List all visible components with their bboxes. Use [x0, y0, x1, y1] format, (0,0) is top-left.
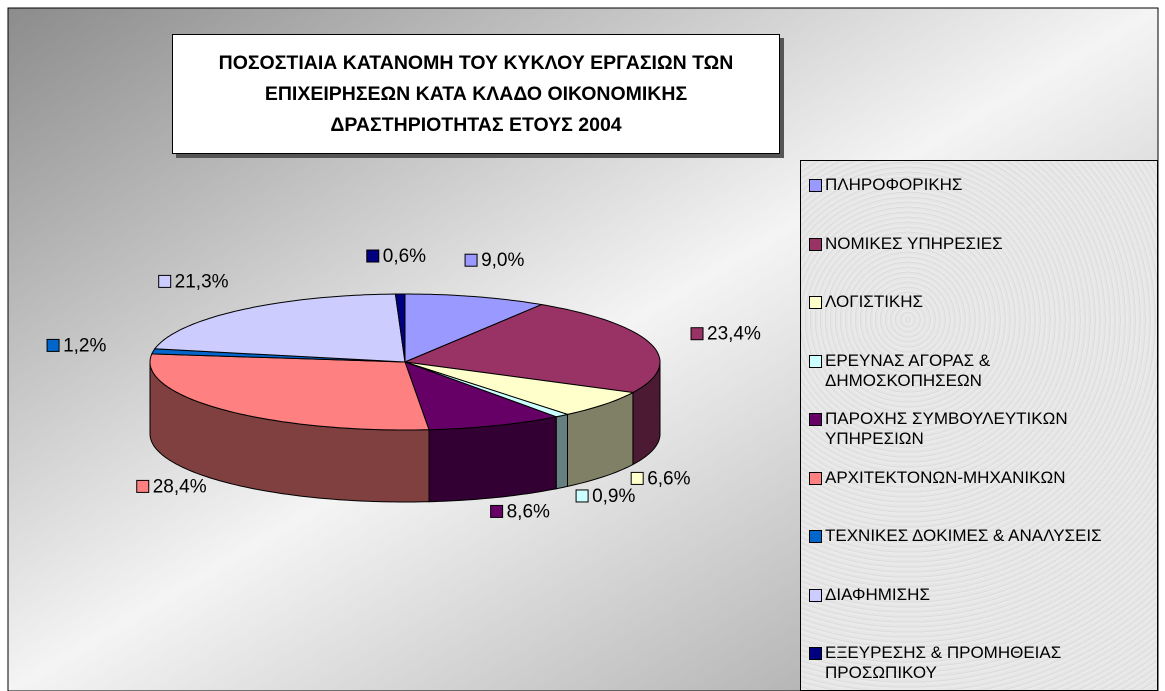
- legend-label: ΕΞΕΥΡΕΣΗΣ & ΠΡΟΜΗΘΕΙΑΣ ΠΡΟΣΩΠΙΚΟΥ: [825, 643, 1062, 682]
- pie-slice: [149, 353, 430, 431]
- pie-slice: [394, 293, 406, 363]
- data-label: 21,3%: [175, 271, 229, 292]
- legend-label: ΕΡΕΥΝΑΣ ΑΓΟΡΑΣ & ΔΗΜΟΣΚΟΠΗΣΕΩΝ: [825, 350, 991, 390]
- data-label: 23,4%: [707, 324, 761, 345]
- legend-label: ΛΟΓΙΣΤΙΚΗΣ: [825, 292, 924, 311]
- label-swatch: [46, 338, 60, 352]
- label-swatch: [464, 253, 478, 267]
- legend-label: ΠΑΡΟΧΗΣ ΣΥΜΒΟΥΛΕΥΤΙΚΩΝ ΥΠΗΡΕΣΙΩΝ: [825, 409, 1068, 448]
- data-label: 6,6%: [647, 468, 690, 489]
- label-swatch: [158, 274, 172, 288]
- legend-swatch: [809, 471, 822, 485]
- pie-slice: [153, 293, 406, 363]
- label-swatch: [690, 327, 704, 341]
- legend-swatch: [809, 588, 822, 602]
- label-swatch: [136, 479, 150, 493]
- legend-swatch: [809, 413, 822, 426]
- data-label: 9,0%: [481, 250, 524, 271]
- label-swatch: [490, 504, 504, 518]
- pie-slice: [404, 293, 544, 363]
- legend-swatch: [809, 354, 822, 368]
- label-swatch: [366, 249, 380, 263]
- legend-swatch: [809, 179, 822, 192]
- label-swatch: [630, 471, 644, 485]
- legend-label: ΝΟΜΙΚΕΣ ΥΠΗΡΕΣΙΕΣ: [825, 233, 1003, 253]
- data-label: 28,4%: [153, 476, 207, 497]
- pie-slice: [404, 361, 635, 415]
- legend-swatch: [809, 647, 822, 660]
- legend-swatch: [809, 237, 822, 251]
- data-label: 1,2%: [63, 335, 106, 356]
- legend-label: ΑΡΧΙΤΕΚΤΟΝΩΝ-ΜΗΧΑΝΙΚΩΝ: [825, 467, 1066, 487]
- pie-slice: [404, 361, 559, 431]
- label-swatch: [575, 489, 589, 503]
- legend-label: ΠΛΗΡΟΦΟΡΙΚΗΣ: [825, 175, 963, 194]
- pie: 9,0% 23,4% 6,6% 0,9% 8,6% 28,4% 1,2% 21,3% 0,6%: [46, 246, 761, 522]
- legend: ΠΛΗΡΟΦΟΡΙΚΗΣ ΝΟΜΙΚΕΣ ΥΠΗΡΕΣΙΕΣ ΛΟΓΙΣΤΙΚΗΣ Ε…: [800, 160, 1158, 691]
- data-label: 8,6%: [507, 501, 550, 522]
- chart-title: ΠΟΣΟΣΤΙΑΙΑ ΚΑΤΑΝΟΜΗ ΤΟΥ ΚΥΚΛΟΥ ΕΡΓΑΣΙΩΝ …: [172, 34, 780, 154]
- data-label: 0,9%: [592, 486, 635, 507]
- legend-label: ΤΕΧΝΙΚΕΣ ΔΟΚΙΜΕΣ & ΑΝΑΛΥΣΕΙΣ: [825, 526, 1102, 545]
- legend-swatch: [809, 296, 822, 309]
- pie-side: [555, 413, 568, 490]
- legend-label: ΔΙΑΦΗΜΙΣΗΣ: [825, 584, 930, 604]
- pie-side: [428, 416, 557, 503]
- data-label: 0,6%: [383, 246, 426, 267]
- legend-swatch: [809, 530, 822, 543]
